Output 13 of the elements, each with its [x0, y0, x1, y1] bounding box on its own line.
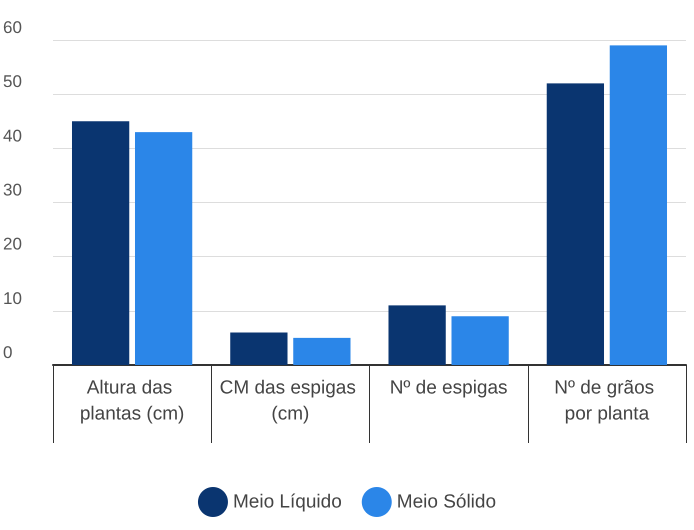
y-tick-label: 60 — [3, 18, 22, 37]
y-tick-label: 30 — [3, 180, 22, 200]
y-tick-label: 10 — [3, 288, 22, 308]
x-tick-label: Nº de espigas — [390, 378, 508, 398]
y-tick-label: 20 — [3, 234, 22, 254]
legend-label: Meio Líquido — [232, 492, 342, 512]
y-tick-label: 40 — [3, 126, 22, 146]
x-tick-label: Nº de grãos por planta — [554, 378, 660, 424]
legend-label: Meio Sólido — [396, 492, 496, 512]
y-tick-label: 50 — [3, 72, 22, 92]
x-tick-label: CM das espigas (cm) — [220, 378, 362, 424]
x-tick-label: Altura das plantas (cm) — [80, 378, 184, 424]
y-tick-label: 0 — [3, 343, 12, 362]
